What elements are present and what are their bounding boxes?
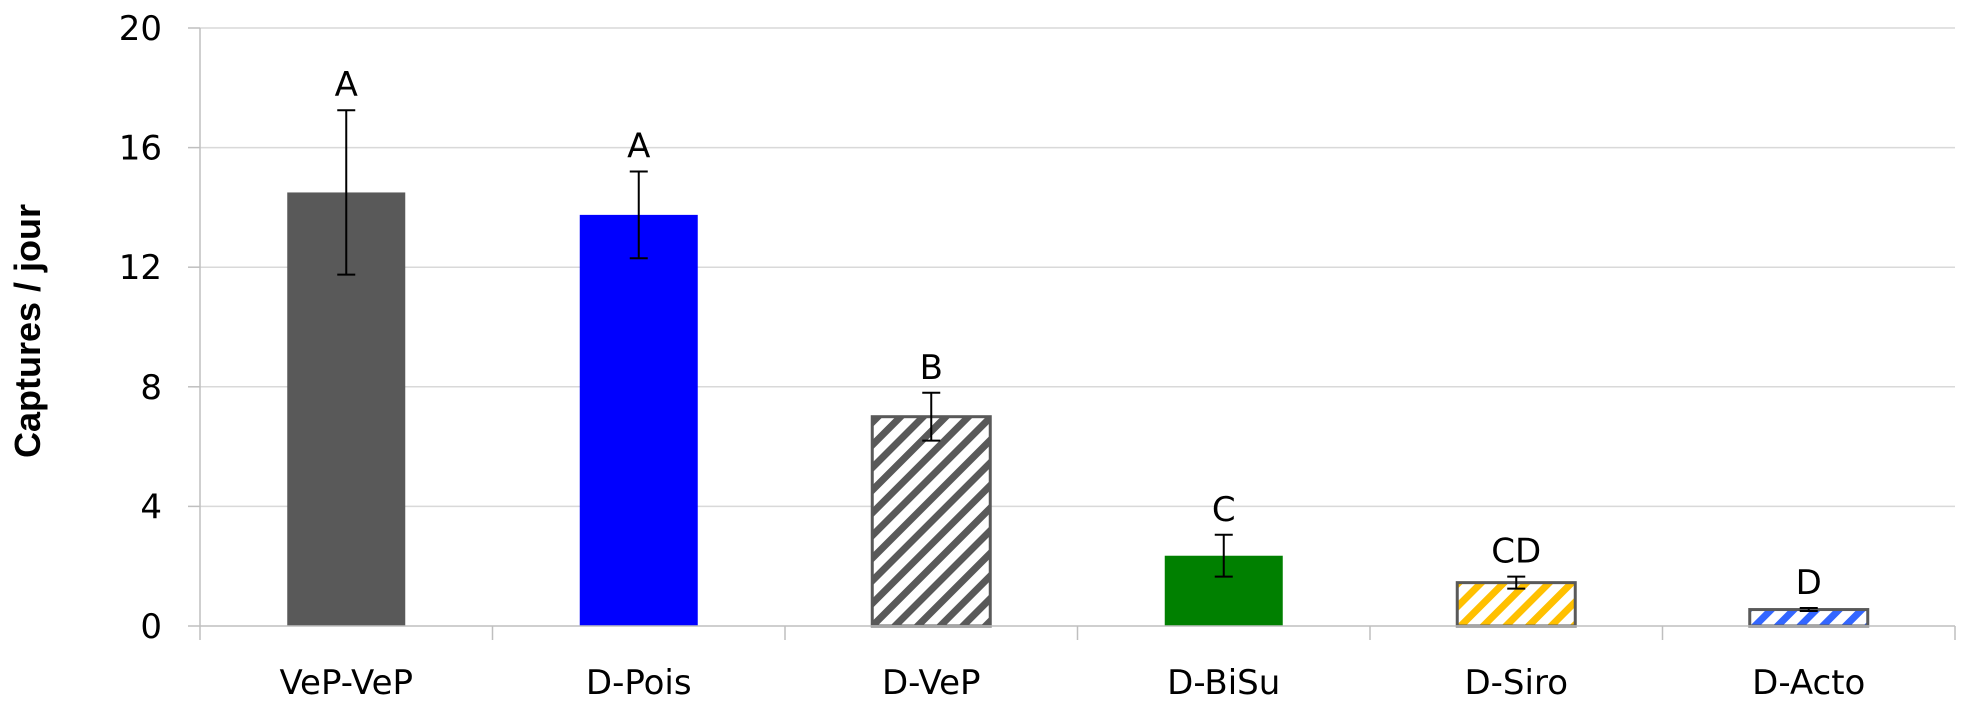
y-tick-label: 4: [140, 487, 162, 527]
bar-d-pois: [579, 214, 698, 626]
bar-d-siro: [1455, 581, 1577, 628]
x-category-label: D-Acto: [1752, 663, 1865, 703]
axes: [188, 27, 1956, 640]
x-category-label: D-VeP: [882, 663, 981, 703]
x-category-label: VeP-VeP: [279, 663, 413, 703]
significance-label: C: [1212, 490, 1236, 530]
bars: [287, 192, 1870, 628]
y-tick-label: 8: [140, 368, 162, 408]
y-axis-title: Captures / jour: [7, 204, 48, 458]
y-tick-label: 20: [119, 9, 162, 49]
x-category-label: D-BiSu: [1167, 663, 1280, 703]
significance-label: A: [627, 127, 650, 167]
y-tick-label: 12: [119, 248, 162, 288]
significance-label: D: [1796, 563, 1822, 603]
y-tick-label: 0: [140, 607, 162, 647]
labels: 0 4 8 12 16 20 A VeP-VeP A D-Pois B D-VeP C D-BiSu CD D…: [119, 9, 1866, 703]
x-category-label: D-Siro: [1464, 663, 1568, 703]
significance-label: A: [335, 65, 358, 105]
x-category-label: D-Pois: [586, 663, 692, 703]
y-tick-label: 16: [119, 129, 162, 169]
significance-label: CD: [1491, 532, 1541, 572]
error-bars: [337, 109, 1818, 613]
significance-label: B: [920, 348, 943, 388]
gridlines: [200, 27, 1955, 508]
bar-d-vep: [870, 415, 992, 628]
